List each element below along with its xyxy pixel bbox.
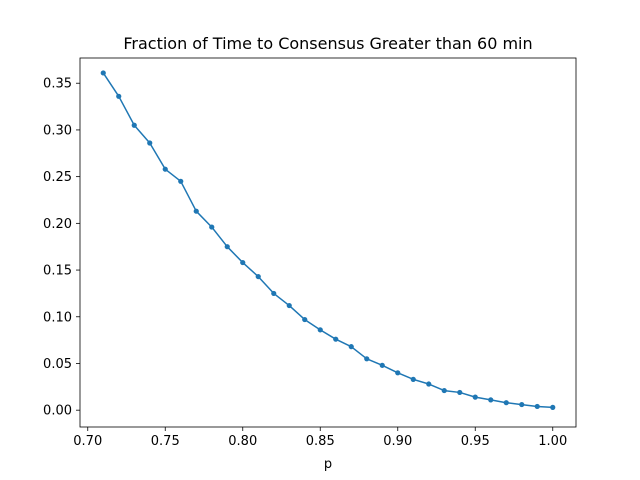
data-point <box>131 122 137 128</box>
series-line <box>102 72 553 409</box>
chart-title: Fraction of Time to Consensus Greater th… <box>123 34 532 53</box>
data-point <box>519 401 525 408</box>
data-point <box>193 208 199 214</box>
x-tick-label: 0.80 <box>228 434 257 449</box>
plot-area <box>80 58 576 427</box>
data-point <box>240 259 246 266</box>
y-tick-label: 0.25 <box>43 170 72 185</box>
data-point <box>410 376 416 382</box>
data-point <box>364 356 370 362</box>
data-point <box>116 93 122 99</box>
y-tick-label: 0.10 <box>43 310 72 325</box>
data-point <box>426 381 432 387</box>
y-tick-label: 0.35 <box>43 77 72 92</box>
y-tick-label: 0.00 <box>43 404 72 419</box>
x-tick-label: 0.85 <box>306 434 335 449</box>
data-point <box>209 224 215 230</box>
data-point <box>534 403 540 410</box>
data-points <box>100 70 556 410</box>
plot-frame <box>79 57 577 428</box>
data-point <box>224 244 230 250</box>
x-axis: 0.70 0.75 0.80 0.85 0.90 0.95 1.00 <box>73 427 567 449</box>
x-tick-label: 0.70 <box>73 434 102 449</box>
data-point <box>333 336 339 342</box>
data-point <box>472 394 478 400</box>
x-tick-label: 1.00 <box>538 434 567 449</box>
y-tick-label: 0.20 <box>43 217 72 232</box>
data-point <box>457 389 463 396</box>
y-axis: 0.00 0.05 0.10 0.15 0.20 0.25 0.30 0.35 <box>43 77 80 419</box>
x-tick-label: 0.95 <box>461 434 490 449</box>
y-tick-label: 0.30 <box>43 123 72 138</box>
y-tick-label: 0.15 <box>43 264 72 279</box>
x-tick-label: 0.90 <box>383 434 412 449</box>
data-point <box>348 344 354 350</box>
data-point <box>379 362 385 368</box>
data-point <box>503 400 509 406</box>
data-point <box>302 316 308 323</box>
data-point <box>100 70 106 76</box>
data-point <box>255 273 261 280</box>
data-point <box>317 327 323 333</box>
data-point <box>441 387 447 394</box>
data-point <box>550 404 556 410</box>
x-axis-label: p <box>324 457 332 472</box>
data-point <box>147 140 153 146</box>
data-point <box>286 302 292 309</box>
y-tick-label: 0.05 <box>43 357 72 372</box>
data-point <box>395 370 401 376</box>
data-point <box>488 397 494 403</box>
data-point <box>178 178 184 184</box>
data-point <box>162 166 168 172</box>
data-point <box>271 290 277 297</box>
x-tick-label: 0.75 <box>151 434 180 449</box>
